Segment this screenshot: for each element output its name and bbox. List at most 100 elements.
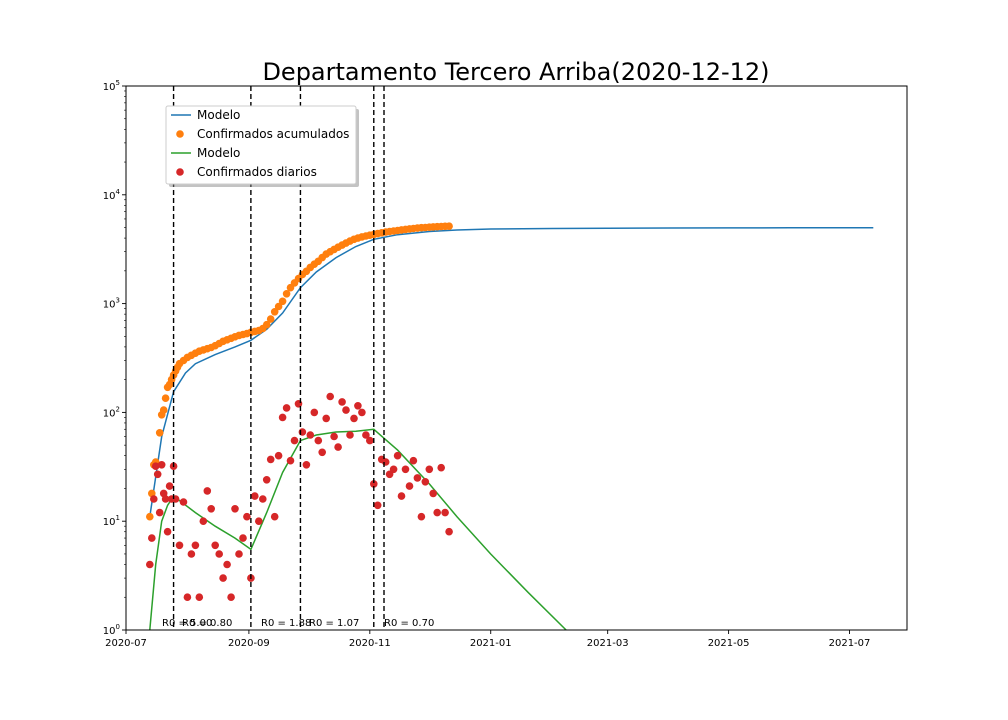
x-tick-label: 2020-07	[105, 638, 147, 649]
x-tick-label: 2021-03	[587, 638, 629, 649]
data-point	[231, 505, 239, 513]
r0-annotation: R0 = 5.00	[162, 618, 212, 629]
data-point	[153, 470, 162, 479]
data-point	[211, 541, 219, 550]
data-point	[183, 593, 192, 601]
data-point	[445, 527, 453, 536]
data-point	[294, 400, 303, 408]
data-point	[254, 517, 263, 525]
r0-annotation: R0 = 0.70	[384, 618, 434, 629]
legend-label: Modelo	[197, 108, 240, 122]
data-point	[397, 492, 406, 500]
data-point	[274, 302, 283, 311]
x-tick-label: 2021-01	[470, 638, 512, 649]
data-point	[362, 431, 370, 439]
data-point	[262, 476, 271, 484]
legend-marker-swatch	[176, 168, 184, 176]
data-point	[370, 480, 378, 488]
data-point	[157, 461, 166, 469]
y-tick-label: 103	[103, 297, 120, 311]
data-point	[342, 406, 350, 414]
data-point	[159, 406, 168, 414]
data-point	[150, 495, 158, 503]
data-point	[179, 498, 188, 506]
data-point	[207, 505, 215, 513]
data-point	[243, 512, 251, 521]
data-point	[346, 431, 354, 439]
data-point	[151, 462, 160, 471]
data-point	[191, 541, 200, 550]
data-point	[437, 463, 446, 472]
data-point	[282, 404, 291, 412]
data-point	[262, 320, 271, 329]
legend: Modelo Confirmados acumulados Modelo Confir…	[165, 105, 359, 187]
data-point	[401, 465, 410, 474]
data-point	[350, 414, 358, 423]
data-point	[161, 495, 170, 503]
data-point	[199, 517, 208, 525]
data-point	[223, 560, 231, 569]
data-point	[259, 495, 267, 503]
data-point	[227, 593, 235, 601]
legend-label: Modelo	[197, 146, 240, 160]
r0-annotation: R0 = 0.80	[182, 618, 232, 629]
data-point	[409, 456, 418, 465]
data-point	[187, 550, 196, 558]
data-point	[195, 593, 204, 601]
data-point	[354, 402, 362, 410]
x-tick-label: 2021-07	[829, 638, 871, 649]
data-point	[270, 512, 279, 521]
data-point	[278, 413, 287, 422]
data-point	[389, 465, 398, 474]
data-point	[302, 461, 311, 469]
data-point	[429, 489, 438, 498]
data-point	[278, 297, 287, 306]
data-point	[270, 308, 279, 316]
data-point	[373, 501, 382, 510]
data-point	[358, 408, 366, 417]
data-point	[417, 512, 426, 521]
data-point	[219, 574, 227, 582]
series-line-0	[149, 227, 874, 517]
data-point	[306, 431, 315, 439]
y-tick-label: 101	[103, 514, 120, 528]
y-tick-label: 104	[103, 188, 121, 202]
data-point	[146, 512, 154, 521]
plot-area: 100 101 102 103 104 105 2020-07 2020-09 2020-11 2…	[103, 79, 908, 649]
data-point	[146, 560, 154, 569]
legend-label: Confirmados acumulados	[197, 127, 349, 141]
data-point	[445, 222, 453, 230]
data-point	[148, 534, 156, 542]
data-point	[235, 550, 243, 558]
data-point	[381, 458, 390, 466]
data-point	[441, 508, 449, 517]
data-point	[286, 456, 295, 465]
data-point	[274, 451, 283, 460]
data-point	[338, 398, 346, 406]
chart-title: Departamento Tercero Arriba(2020-12-12)	[262, 58, 769, 86]
data-point	[433, 508, 442, 517]
data-point	[251, 492, 259, 500]
legend-box	[165, 105, 357, 185]
data-point	[163, 527, 172, 536]
data-point	[175, 541, 184, 550]
x-tick-label: 2020-11	[349, 638, 391, 649]
data-point	[314, 436, 323, 445]
data-point	[155, 508, 164, 517]
data-point	[161, 394, 170, 403]
legend-label: Confirmados diarios	[197, 165, 317, 179]
data-point	[318, 448, 327, 457]
data-point	[266, 455, 275, 464]
data-point	[215, 550, 223, 558]
axes-frame	[125, 85, 908, 631]
x-tick-label: 2021-05	[708, 638, 750, 649]
data-point	[155, 429, 164, 437]
data-point	[165, 482, 174, 490]
r0-annotation: R0 = 1.07	[309, 618, 359, 629]
data-point	[405, 482, 414, 490]
x-tick-label: 2020-09	[228, 638, 270, 649]
data-point	[290, 436, 299, 445]
data-point	[203, 487, 212, 495]
data-point	[330, 432, 338, 441]
